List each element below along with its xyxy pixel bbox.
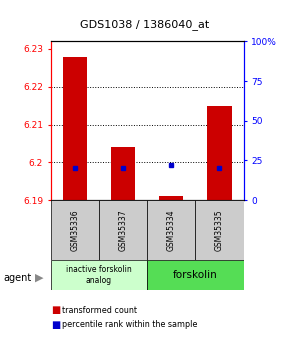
Text: transformed count: transformed count [62,306,137,315]
Text: ■: ■ [51,306,60,315]
Text: ▶: ▶ [35,273,44,283]
Bar [51,200,99,260]
Bar [159,196,183,200]
Text: GSM35336: GSM35336 [70,209,79,251]
Text: GSM35334: GSM35334 [167,209,176,251]
Bar [51,260,147,290]
Bar [195,200,244,260]
Bar [147,260,244,290]
Text: agent: agent [3,273,31,283]
Text: GSM35337: GSM35337 [119,209,128,251]
Text: percentile rank within the sample: percentile rank within the sample [62,321,198,329]
Bar [207,106,231,200]
Bar [99,200,147,260]
Text: GSM35335: GSM35335 [215,209,224,251]
Text: GDS1038 / 1386040_at: GDS1038 / 1386040_at [80,19,210,30]
Bar [147,200,195,260]
Bar [111,147,135,200]
Bar [63,57,87,200]
Text: ■: ■ [51,320,60,330]
Text: forskolin: forskolin [173,270,218,280]
Text: inactive forskolin
analog: inactive forskolin analog [66,265,132,285]
